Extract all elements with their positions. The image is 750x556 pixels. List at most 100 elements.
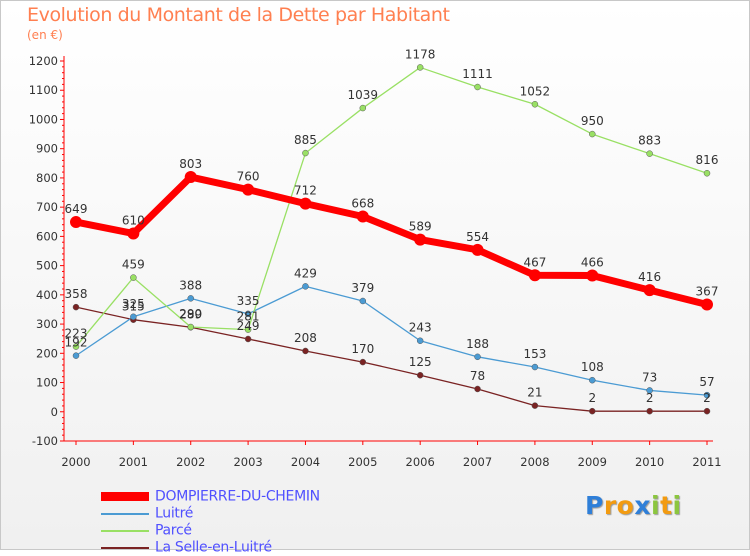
legend-swatch <box>101 492 149 501</box>
legend-swatch <box>101 529 149 532</box>
data-point <box>72 352 80 359</box>
data-label: 2 <box>703 391 711 405</box>
data-point <box>646 150 653 157</box>
series-line <box>75 66 708 348</box>
data-point <box>242 183 255 196</box>
data-point <box>299 197 312 210</box>
data-point <box>187 323 194 331</box>
data-point <box>70 216 82 229</box>
data-label: 610 <box>122 213 145 227</box>
x-tick-label: 2001 <box>119 455 148 469</box>
series-line <box>75 306 707 412</box>
data-point <box>244 310 252 318</box>
y-tick-label: 0 <box>51 405 58 419</box>
data-label: 416 <box>638 270 661 284</box>
data-point <box>127 227 140 240</box>
data-point <box>589 407 596 415</box>
chart-legend: DOMPIERRE-DU-CHEMIN Luitré Parcé La Selle-e… <box>101 486 320 556</box>
data-point <box>244 326 252 333</box>
data-point <box>72 343 80 350</box>
y-tick-label: 1100 <box>29 83 58 97</box>
data-point <box>474 353 481 361</box>
x-tick-label: 2010 <box>635 455 664 469</box>
legend-label: La Selle-en-Luitré <box>155 539 272 556</box>
data-point <box>589 376 596 384</box>
y-tick-label: 700 <box>36 200 58 214</box>
y-tick-label: 600 <box>36 229 58 243</box>
y-tick-label: 1200 <box>29 54 58 68</box>
data-label: 1178 <box>405 47 436 61</box>
legend-item: DOMPIERRE-DU-CHEMIN <box>101 486 320 505</box>
data-label: 108 <box>581 360 604 374</box>
data-label: 467 <box>523 255 546 269</box>
chart-unit-label: (en €) <box>27 28 63 42</box>
data-label: 885 <box>294 133 317 147</box>
data-point <box>359 297 367 305</box>
y-tick-label: 400 <box>36 288 58 302</box>
data-point <box>703 391 711 399</box>
data-label: 243 <box>409 321 432 335</box>
data-point <box>701 298 713 311</box>
data-point <box>187 295 194 302</box>
legend-label: Parcé <box>155 522 192 539</box>
data-label: 760 <box>237 170 260 184</box>
series-line <box>75 173 708 308</box>
data-label: 459 <box>122 258 145 272</box>
data-label: 281 <box>237 310 260 324</box>
data-point <box>703 169 711 177</box>
data-point <box>531 363 539 371</box>
data-label: 668 <box>351 197 374 211</box>
legend-swatch <box>101 512 149 515</box>
data-point <box>184 171 197 184</box>
data-label: 589 <box>409 220 432 234</box>
y-tick-label: 900 <box>36 142 58 156</box>
y-tick-label: 300 <box>36 317 58 331</box>
legend-swatch <box>101 546 149 549</box>
data-point <box>474 385 481 393</box>
data-label: 335 <box>237 294 260 308</box>
data-label: 170 <box>351 342 374 356</box>
data-point <box>589 130 596 138</box>
data-label: 367 <box>696 284 719 298</box>
data-label: 950 <box>581 114 604 128</box>
y-tick-label: 500 <box>36 259 58 273</box>
data-label: 429 <box>294 266 317 280</box>
data-label: 1052 <box>520 84 551 98</box>
data-label: 208 <box>294 331 317 345</box>
brand-logo: Proxiti <box>585 491 682 520</box>
data-point <box>528 269 541 282</box>
data-label: 21 <box>527 386 542 400</box>
data-label: 649 <box>65 202 88 216</box>
data-label: 73 <box>642 370 657 384</box>
data-label: 188 <box>466 337 489 351</box>
data-label: 78 <box>470 369 485 383</box>
legend-label: DOMPIERRE-DU-CHEMIN <box>155 488 320 505</box>
data-point <box>244 335 252 343</box>
y-tick-label: 200 <box>36 346 58 360</box>
x-tick-label: 2011 <box>692 455 721 469</box>
data-label: 289 <box>179 307 202 321</box>
series-line <box>75 285 708 396</box>
y-tick-label: 1000 <box>29 112 58 126</box>
data-label: 249 <box>237 319 260 333</box>
x-tick-label: 2008 <box>520 455 549 469</box>
x-tick-label: 2002 <box>176 455 205 469</box>
legend-item: Parcé <box>101 520 320 539</box>
data-point <box>72 303 80 311</box>
data-label: 1039 <box>348 88 379 102</box>
data-label: 57 <box>699 375 714 389</box>
data-point <box>414 233 427 246</box>
data-point <box>471 243 484 256</box>
legend-item: La Selle-en-Luitré <box>101 537 320 556</box>
data-label: 466 <box>581 256 604 270</box>
y-tick-label: 100 <box>36 376 58 390</box>
data-label: 325 <box>122 297 145 311</box>
y-tick-label: 800 <box>36 171 58 185</box>
data-point <box>359 104 367 112</box>
data-label: 883 <box>638 134 661 148</box>
x-tick-label: 2004 <box>291 455 320 469</box>
data-point <box>302 149 309 157</box>
data-label: 153 <box>523 347 546 361</box>
data-point <box>302 347 309 355</box>
